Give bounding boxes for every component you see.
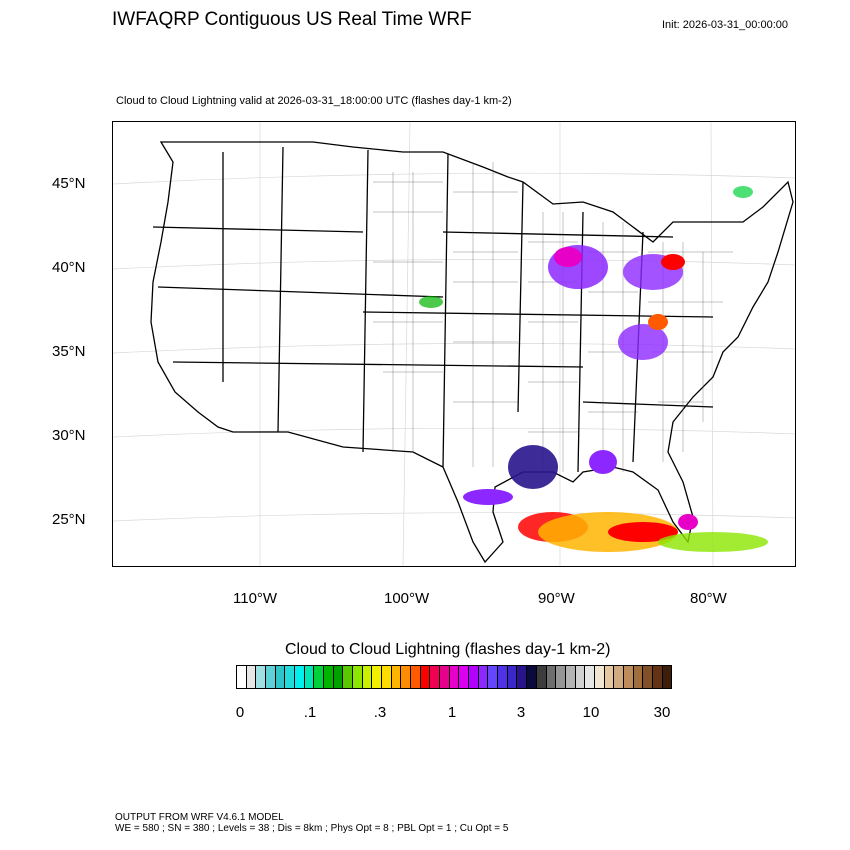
lat-label-40: 40°N xyxy=(52,259,86,276)
colorbar-swatch xyxy=(662,666,672,688)
colorbar-swatch xyxy=(449,666,460,688)
colorbar-swatch xyxy=(614,666,624,688)
colorbar-tick-label: 30 xyxy=(653,704,671,721)
colorbar-tick-label: .3 xyxy=(373,704,387,721)
colorbar-swatch xyxy=(237,666,247,688)
colorbar-swatch xyxy=(623,666,634,688)
lon-label-80w: 80°W xyxy=(690,590,727,607)
model-footer-line1: OUTPUT FROM WRF V4.6.1 MODEL xyxy=(115,812,284,823)
colorbar-tick-label: .1 xyxy=(303,704,317,721)
colorbar-swatch xyxy=(546,666,557,688)
init-time: Init: 2026-03-31_00:00:00 xyxy=(662,19,788,31)
colorbar-swatch xyxy=(275,666,286,688)
colorbar-swatch xyxy=(362,666,373,688)
colorbar-swatch xyxy=(459,666,470,688)
colorbar-tick-label: 1 xyxy=(447,704,457,721)
colorbar-swatch xyxy=(382,666,392,688)
lat-label-35: 35°N xyxy=(52,343,86,360)
graticule xyxy=(113,122,795,566)
colorbar-swatch xyxy=(333,666,344,688)
colorbar-swatch xyxy=(536,666,547,688)
colorbar-swatch xyxy=(314,666,325,688)
colorbar-swatch xyxy=(295,666,305,688)
colorbar-swatch xyxy=(498,666,508,688)
lon-label-110w: 110°W xyxy=(233,590,278,607)
colorbar-swatch xyxy=(507,666,518,688)
colorbar-swatch xyxy=(643,666,653,688)
field-subtitle: Cloud to Cloud Lightning valid at 2026-0… xyxy=(116,95,512,107)
colorbar-swatch xyxy=(652,666,663,688)
colorbar xyxy=(236,665,672,689)
model-footer-line2: WE = 580 ; SN = 380 ; Levels = 38 ; Dis … xyxy=(115,823,509,834)
colorbar-swatch xyxy=(420,666,431,688)
lon-label-100w: 100°W xyxy=(384,590,430,607)
colorbar-tick-label: 3 xyxy=(516,704,526,721)
colorbar-swatch xyxy=(478,666,489,688)
colorbar-swatch xyxy=(411,666,421,688)
colorbar-swatch xyxy=(556,666,566,688)
colorbar-swatch xyxy=(488,666,499,688)
colorbar-swatch xyxy=(430,666,441,688)
map-title: IWFAQRP Contiguous US Real Time WRF xyxy=(112,9,472,30)
lon-label-90w: 90°W xyxy=(538,590,575,607)
colorbar-swatch xyxy=(246,666,257,688)
colorbar-swatch xyxy=(594,666,605,688)
colorbar-swatch xyxy=(304,666,315,688)
colorbar-swatch xyxy=(256,666,267,688)
colorbar-swatch xyxy=(517,666,528,688)
state-boundaries xyxy=(150,141,794,564)
lat-label-25: 25°N xyxy=(52,511,86,528)
lat-label-30: 30°N xyxy=(52,427,86,444)
colorbar-swatch xyxy=(604,666,615,688)
colorbar-title: Cloud to Cloud Lightning (flashes day-1 … xyxy=(285,641,611,658)
colorbar-swatch xyxy=(633,666,644,688)
colorbar-swatch xyxy=(401,666,412,688)
colorbar-swatch xyxy=(343,666,354,688)
lightning-field xyxy=(419,186,768,552)
colorbar-swatch xyxy=(575,666,586,688)
colorbar-swatch xyxy=(353,666,363,688)
colorbar-swatch xyxy=(324,666,334,688)
colorbar-swatch xyxy=(585,666,595,688)
colorbar-swatch xyxy=(527,666,537,688)
colorbar-swatch xyxy=(372,666,383,688)
colorbar-tick-label: 0 xyxy=(235,704,245,721)
colorbar-swatch xyxy=(266,666,276,688)
us-map xyxy=(113,122,795,566)
colorbar-swatch xyxy=(285,666,296,688)
colorbar-swatch xyxy=(391,666,402,688)
lat-label-45: 45°N xyxy=(52,175,86,192)
colorbar-swatch xyxy=(565,666,576,688)
map-panel xyxy=(112,121,796,567)
colorbar-tick-label: 10 xyxy=(582,704,600,721)
colorbar-swatch xyxy=(469,666,479,688)
colorbar-swatch xyxy=(440,666,450,688)
